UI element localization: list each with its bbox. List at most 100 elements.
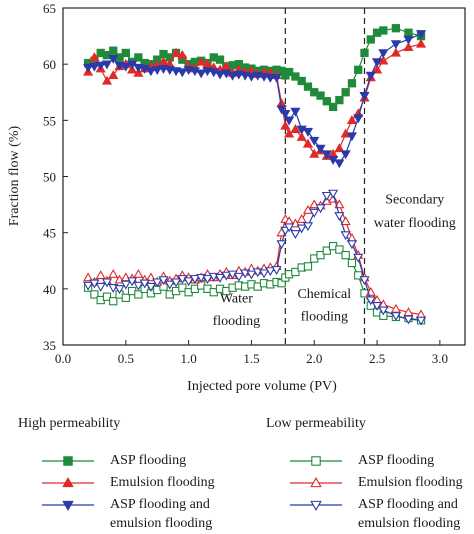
data-point <box>354 271 363 280</box>
legend-swatch <box>290 477 342 488</box>
data-point <box>276 240 287 250</box>
data-point <box>390 312 401 322</box>
data-point <box>95 270 106 280</box>
data-point <box>404 28 413 37</box>
legend-item-label: ASP flooding <box>110 453 187 468</box>
stage-annotations: Water flooding Chemical flooding Secondary wa… <box>213 192 456 328</box>
data-point <box>403 35 414 45</box>
data-point <box>403 315 414 325</box>
data-point <box>347 79 357 88</box>
stage-label: flooding <box>301 309 348 324</box>
data-point <box>371 58 383 68</box>
x-tick-label: 0.5 <box>118 351 134 366</box>
stage-label: Secondary <box>385 192 444 207</box>
data-point <box>95 282 106 292</box>
data-point <box>284 116 295 126</box>
x-tick-label: 1.5 <box>243 351 259 366</box>
x-tick-label: 2.0 <box>306 351 322 366</box>
data-point <box>302 222 314 232</box>
legend-item-label: Emulsion flooding <box>110 475 215 490</box>
data-point <box>390 47 401 57</box>
data-point <box>90 290 99 299</box>
data-point <box>177 68 188 78</box>
data-point <box>297 76 306 86</box>
data-point <box>133 281 144 291</box>
data-point <box>290 124 301 133</box>
data-point <box>280 120 291 130</box>
data-point <box>246 72 257 82</box>
data-point <box>353 253 364 263</box>
stage-label: Chemical <box>297 287 351 302</box>
data-point <box>284 223 295 233</box>
data-point <box>83 63 94 73</box>
data-point <box>101 60 113 70</box>
legend-item-label: emulsion flooding <box>110 516 213 531</box>
data-point <box>322 246 331 255</box>
y-tick-label: 40 <box>43 282 56 297</box>
legend-item-label: emulsion flooding <box>358 516 461 531</box>
data-point <box>196 56 207 66</box>
legend-item-label: ASP flooding <box>358 453 435 468</box>
legend-swatch <box>290 456 342 466</box>
data-point <box>321 191 332 201</box>
data-point <box>127 277 138 287</box>
y-tick-label: 65 <box>43 1 56 16</box>
axis-ticks: 0.0 0.5 1.0 1.5 2.0 2.5 3.0 35 40 45 50 55 60 65 <box>43 1 448 366</box>
data-point <box>290 230 301 240</box>
legend-item-label: ASP flooding and <box>358 497 458 512</box>
data-point <box>89 62 100 72</box>
data-point <box>276 105 287 115</box>
data-point <box>178 283 187 292</box>
data-point <box>379 26 388 35</box>
data-point <box>334 199 345 209</box>
data-point <box>183 277 194 287</box>
data-point <box>170 47 182 57</box>
stage-label: water flooding <box>374 216 456 231</box>
legend-item-label: ASP flooding and <box>110 497 210 512</box>
data-point <box>214 273 226 283</box>
data-point <box>365 71 376 81</box>
data-point <box>346 132 358 142</box>
data-point <box>215 55 225 64</box>
data-point <box>189 275 200 284</box>
data-point <box>315 204 326 214</box>
data-point <box>133 268 144 278</box>
data-point <box>335 245 344 254</box>
legend-group-title: Low permeability <box>266 416 366 431</box>
data-point <box>290 107 301 117</box>
data-point <box>415 316 427 326</box>
data-point <box>316 91 325 100</box>
data-point <box>334 159 345 169</box>
data-point <box>221 271 232 281</box>
data-point <box>354 65 363 74</box>
legend-swatch <box>42 477 94 488</box>
data-point <box>302 127 314 137</box>
data-point <box>340 231 351 241</box>
legend-swatch <box>42 456 94 466</box>
legend-item-label: Emulsion flooding <box>358 475 463 490</box>
y-tick-label: 60 <box>43 57 56 72</box>
data-point <box>152 66 163 76</box>
data-point <box>83 281 94 291</box>
data-point <box>302 138 314 148</box>
data-point <box>280 109 291 119</box>
data-point <box>109 46 118 55</box>
series-layer <box>83 24 427 326</box>
x-tick-label: 0.0 <box>55 351 71 366</box>
legend-swatch-marker <box>311 456 321 466</box>
data-point <box>334 212 345 222</box>
data-point <box>177 49 188 59</box>
data-point <box>415 30 427 40</box>
data-point <box>284 67 294 77</box>
data-point <box>390 40 401 50</box>
data-point <box>296 131 307 141</box>
x-tick-label: 3.0 <box>432 351 448 366</box>
data-point <box>341 88 350 97</box>
legend-swatch <box>290 500 342 511</box>
stage-label: Water <box>220 291 253 306</box>
data-point <box>296 224 307 234</box>
data-point <box>316 250 325 260</box>
data-point <box>359 276 370 286</box>
data-point <box>335 95 344 105</box>
data-point <box>391 24 401 33</box>
